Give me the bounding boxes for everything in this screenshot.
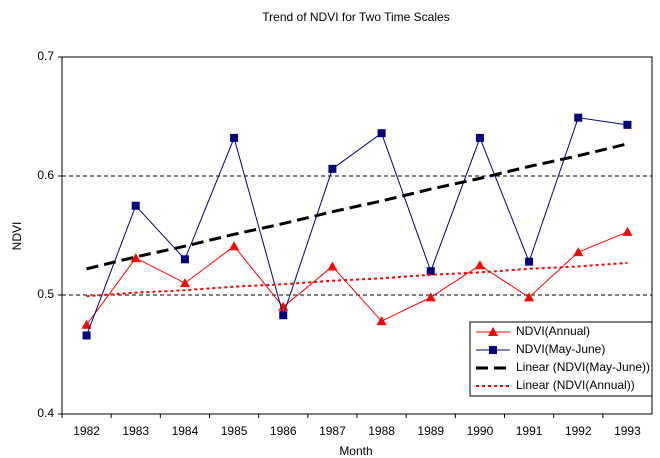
marker (230, 133, 239, 142)
marker (475, 133, 484, 142)
marker (488, 327, 498, 336)
marker (179, 278, 190, 288)
x-tick-label: 1991 (516, 424, 543, 438)
x-tick-label: 1982 (73, 424, 100, 438)
marker (279, 311, 288, 320)
x-tick-label: 1987 (319, 424, 346, 438)
marker (524, 292, 535, 302)
marker (622, 226, 633, 236)
marker (525, 257, 534, 266)
legend-label: NDVI(Annual) (516, 324, 590, 338)
legend-label: Linear (NDVI(May-June)) (516, 360, 650, 374)
marker (474, 260, 485, 270)
marker (229, 241, 240, 251)
marker (489, 346, 497, 354)
x-tick-label: 1992 (565, 424, 592, 438)
legend-label: Linear (NDVI(Annual)) (516, 378, 635, 392)
marker (426, 267, 435, 276)
series-line (86, 117, 628, 336)
marker (623, 120, 632, 129)
marker (180, 255, 189, 264)
series-line (86, 231, 628, 326)
y-tick-label: 0.5 (37, 287, 54, 301)
x-tick-label: 1985 (221, 424, 248, 438)
marker (574, 113, 583, 122)
y-tick-label: 0.4 (37, 406, 54, 420)
marker (131, 201, 140, 210)
x-tick-label: 1983 (122, 424, 149, 438)
marker (425, 292, 436, 302)
x-tick-label: 1989 (417, 424, 444, 438)
series-line (86, 142, 628, 271)
marker (82, 331, 91, 340)
x-tick-label: 1990 (467, 424, 494, 438)
marker (327, 261, 338, 271)
x-tick-label: 1986 (270, 424, 297, 438)
x-tick-label: 1988 (368, 424, 395, 438)
y-axis-label: NDVI (10, 222, 24, 251)
marker (377, 129, 386, 138)
marker (573, 247, 584, 257)
x-tick-label: 1993 (614, 424, 641, 438)
marker (376, 316, 387, 326)
series-line (86, 261, 628, 298)
x-tick-label: 1984 (172, 424, 199, 438)
y-tick-label: 0.6 (37, 168, 54, 182)
marker (130, 253, 141, 263)
marker (328, 164, 337, 173)
legend-label: NDVI(May-June) (516, 342, 605, 356)
y-tick-label: 0.7 (37, 49, 54, 63)
marker (81, 319, 92, 329)
x-axis-label: Month (339, 444, 372, 458)
chart-title: Trend of NDVI for Two Time Scales (262, 10, 449, 24)
legend-box (469, 321, 653, 397)
